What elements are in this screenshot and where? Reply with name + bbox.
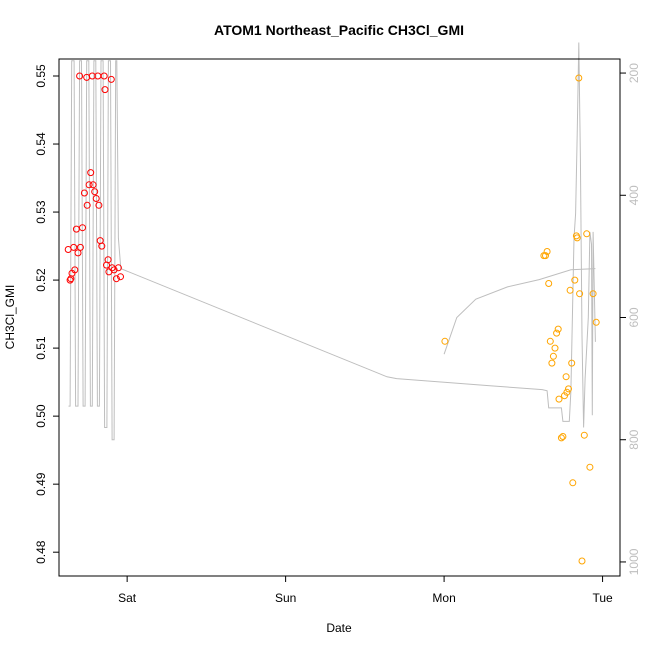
data-point-series-1: [80, 189, 88, 197]
data-point-series-2: [557, 434, 565, 442]
data-points-layer: [64, 72, 600, 565]
pressure-line-layer: [68, 42, 596, 441]
data-point-series-2: [542, 252, 549, 260]
data-point-series-2: [565, 385, 572, 393]
y-tick-label: 0.52: [34, 268, 48, 292]
data-point-series-2: [568, 359, 576, 367]
y2-tick-label: 400: [627, 185, 641, 205]
data-point-series-2: [589, 290, 597, 298]
y-tick-label: 0.48: [34, 540, 48, 564]
x-tick-label: Mon: [432, 591, 455, 605]
data-point-series-2: [566, 286, 574, 294]
data-point-series-1: [101, 86, 109, 94]
data-point-series-2: [553, 329, 561, 337]
data-point-series-2: [592, 318, 600, 326]
data-point-series-2: [551, 344, 559, 352]
data-point-series-1: [95, 201, 103, 209]
data-point-series-2: [543, 248, 551, 255]
data-point-series-1: [112, 275, 120, 283]
data-point-series-2: [549, 352, 557, 360]
data-point-series-1: [87, 169, 95, 177]
data-point-series-1: [89, 181, 97, 189]
data-point-series-1: [104, 256, 112, 264]
data-point-series-2: [571, 276, 579, 284]
data-point-series-1: [83, 201, 91, 209]
data-point-series-1: [91, 188, 99, 196]
y2-tick-label: 600: [627, 307, 641, 327]
y-axis-label: CH3Cl_GMI: [3, 285, 17, 350]
data-point-series-2: [580, 431, 588, 439]
data-point-series-2: [546, 337, 554, 345]
y-tick-label: 0.55: [34, 64, 48, 88]
data-point-series-2: [562, 373, 570, 381]
data-point-series-1: [85, 181, 93, 189]
y-tick-label: 0.53: [34, 200, 48, 224]
data-point-series-1: [66, 276, 74, 284]
pressure-line-2: [443, 268, 596, 355]
data-point-series-1: [110, 266, 118, 274]
y-tick-label: 0.54: [34, 132, 48, 156]
data-point-series-1: [107, 75, 115, 83]
y2-tick-label: 1000: [627, 548, 641, 575]
y-tick-label: 0.51: [34, 336, 48, 360]
data-point-series-2: [554, 325, 562, 333]
data-point-series-1: [114, 264, 122, 272]
y-tick-label: 0.49: [34, 472, 48, 496]
data-point-series-2: [583, 230, 591, 238]
data-point-series-2: [573, 234, 581, 242]
x-tick-label: Sat: [118, 591, 137, 605]
y2-tick-label: 800: [627, 429, 641, 449]
data-point-series-2: [563, 388, 571, 396]
data-point-series-1: [100, 72, 108, 80]
chart-title: ATOM1 Northeast_Pacific CH3Cl_GMI: [214, 22, 464, 38]
data-point-series-2: [555, 395, 563, 403]
data-point-series-1: [76, 243, 84, 251]
data-point-series-2: [575, 74, 583, 82]
pressure-line: [68, 42, 596, 441]
data-point-series-2: [578, 557, 586, 565]
data-point-series-2: [441, 337, 449, 345]
data-point-series-1: [117, 273, 124, 281]
data-point-series-2: [586, 463, 594, 471]
y-tick-label: 0.50: [34, 404, 48, 428]
axes-layer: 0.48 0.49 0.50 0.51 0.52 0.53 0.54 0.55 200 400 60…: [34, 58, 641, 605]
data-point-series-2: [545, 280, 553, 287]
x-axis-label: Date: [326, 621, 352, 635]
data-point-series-1: [92, 195, 100, 202]
data-point-series-1: [76, 72, 84, 80]
data-point-series-1: [98, 242, 106, 250]
data-point-series-1: [79, 224, 86, 232]
data-point-series-1: [71, 266, 79, 274]
data-point-series-2: [569, 479, 577, 487]
data-point-series-2: [559, 433, 567, 440]
y2-tick-label: 200: [627, 63, 641, 83]
x-tick-label: Tue: [592, 591, 613, 605]
x-tick-label: Sun: [275, 591, 296, 605]
data-point-series-1: [70, 243, 78, 251]
data-point-series-2: [576, 290, 584, 298]
data-point-series-2: [548, 359, 556, 367]
